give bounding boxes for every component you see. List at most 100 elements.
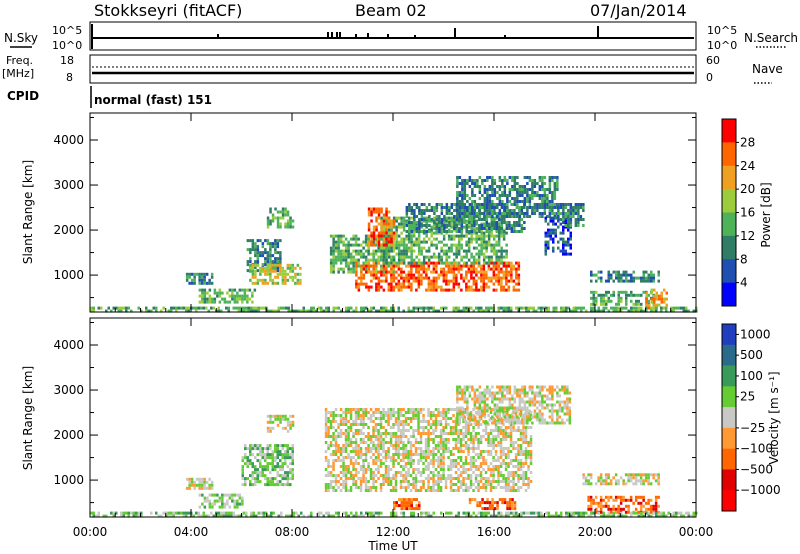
scatter-cell bbox=[413, 218, 416, 221]
scatter-cell bbox=[291, 459, 294, 463]
scatter-cell bbox=[518, 212, 521, 215]
scatter-cell bbox=[452, 258, 456, 262]
scatter-cell bbox=[541, 203, 544, 206]
scatter-cell bbox=[502, 462, 505, 465]
scatter-cell bbox=[390, 309, 393, 313]
scatter-cell bbox=[600, 293, 603, 297]
scatter-cell bbox=[454, 444, 458, 447]
scatter-cell bbox=[200, 278, 204, 282]
scatter-cell bbox=[377, 234, 381, 238]
scatter-cell bbox=[399, 474, 403, 477]
scatter-cell bbox=[497, 267, 501, 271]
scatter-cell bbox=[400, 237, 403, 241]
scatter-cell bbox=[469, 465, 473, 468]
scatter-cell bbox=[510, 267, 513, 271]
scatter-cell bbox=[468, 385, 472, 389]
scatter-cell bbox=[511, 179, 514, 182]
scatter-cell bbox=[390, 240, 393, 244]
scatter-cell bbox=[420, 249, 423, 253]
scatter-cell bbox=[511, 188, 514, 191]
scatter-cell bbox=[480, 218, 484, 221]
scatter-cell bbox=[404, 417, 408, 420]
scatter-cell bbox=[418, 221, 421, 224]
scatter-cell bbox=[528, 200, 532, 203]
scatter-cell bbox=[279, 444, 282, 448]
scatter-cell bbox=[564, 215, 568, 218]
scatter-cell bbox=[448, 212, 451, 215]
scatter-cell bbox=[457, 270, 461, 274]
scatter-cell bbox=[515, 267, 518, 271]
scatter-cell bbox=[195, 306, 198, 310]
scatter-cell bbox=[407, 483, 410, 486]
scatter-cell bbox=[574, 203, 578, 206]
scatter-cell bbox=[261, 471, 264, 475]
scatter-cell bbox=[507, 456, 510, 459]
scatter-cell bbox=[592, 309, 595, 313]
scatter-cell bbox=[452, 414, 455, 417]
scatter-cell bbox=[489, 483, 493, 486]
scatter-cell bbox=[470, 230, 474, 233]
scatter-cell bbox=[324, 432, 328, 435]
scatter-cell bbox=[485, 270, 488, 274]
scatter-cell bbox=[610, 299, 613, 303]
scatter-cell bbox=[495, 224, 499, 227]
scatter-cell bbox=[514, 471, 518, 474]
scatter-cell bbox=[449, 477, 453, 480]
scatter-cell bbox=[445, 261, 448, 265]
scatter-cell bbox=[276, 462, 279, 466]
scatter-cell bbox=[407, 255, 411, 259]
scatter-cell bbox=[344, 417, 348, 420]
scatter-cell bbox=[264, 459, 267, 463]
scatter-cell bbox=[513, 215, 516, 218]
scatter-cell bbox=[508, 209, 512, 212]
scatter-cell bbox=[374, 411, 378, 414]
scatter-cell bbox=[442, 237, 446, 241]
scatter-cell bbox=[548, 176, 552, 179]
scatter-cell bbox=[635, 299, 638, 303]
scatter-cell bbox=[207, 309, 210, 313]
scatter-cell bbox=[352, 234, 355, 238]
scatter-cell bbox=[372, 432, 375, 435]
scatter-cell bbox=[380, 210, 383, 214]
scatter-cell bbox=[473, 403, 477, 407]
scatter-cell bbox=[410, 216, 413, 220]
scatter-cell bbox=[509, 444, 513, 447]
scatter-cell bbox=[452, 279, 456, 283]
scatter-cell bbox=[432, 222, 436, 226]
scatter-cell bbox=[472, 237, 476, 241]
scatter-cell bbox=[473, 182, 477, 185]
scatter-cell bbox=[387, 453, 390, 456]
scatter-cell bbox=[284, 278, 287, 282]
scatter-cell bbox=[417, 471, 420, 474]
scatter-cell bbox=[458, 418, 462, 422]
scatter-cell bbox=[412, 411, 415, 414]
scatter-cell bbox=[509, 432, 513, 435]
scatter-cell bbox=[413, 221, 416, 224]
scatter-cell bbox=[289, 263, 292, 267]
scatter-cell bbox=[658, 297, 661, 301]
scatter-cell bbox=[434, 417, 438, 420]
scatter-cell bbox=[344, 246, 348, 250]
scatter-cell bbox=[417, 426, 420, 429]
scatter-cell bbox=[470, 215, 474, 218]
scatter-cell bbox=[274, 266, 277, 270]
scatter-cell bbox=[560, 306, 563, 310]
scatter-cell bbox=[380, 249, 383, 253]
scatter-cell bbox=[382, 216, 386, 220]
scatter-cell bbox=[344, 249, 348, 253]
scatter-cell bbox=[407, 423, 410, 426]
scatter-cell bbox=[392, 273, 396, 277]
scatter-cell bbox=[529, 441, 533, 444]
scatter-cell bbox=[625, 296, 628, 300]
scatter-cell bbox=[620, 290, 623, 294]
scatter-cell bbox=[372, 234, 376, 238]
scatter-cell bbox=[360, 276, 363, 280]
scatter-cell bbox=[375, 228, 378, 232]
scatter-cell bbox=[507, 288, 511, 292]
scatter-cell bbox=[402, 261, 406, 265]
scatter-cell bbox=[419, 474, 423, 477]
scatter-cell bbox=[385, 309, 388, 313]
scatter-cell bbox=[485, 309, 488, 313]
scatter-cell bbox=[402, 456, 405, 459]
colorbar-segment bbox=[722, 189, 736, 213]
